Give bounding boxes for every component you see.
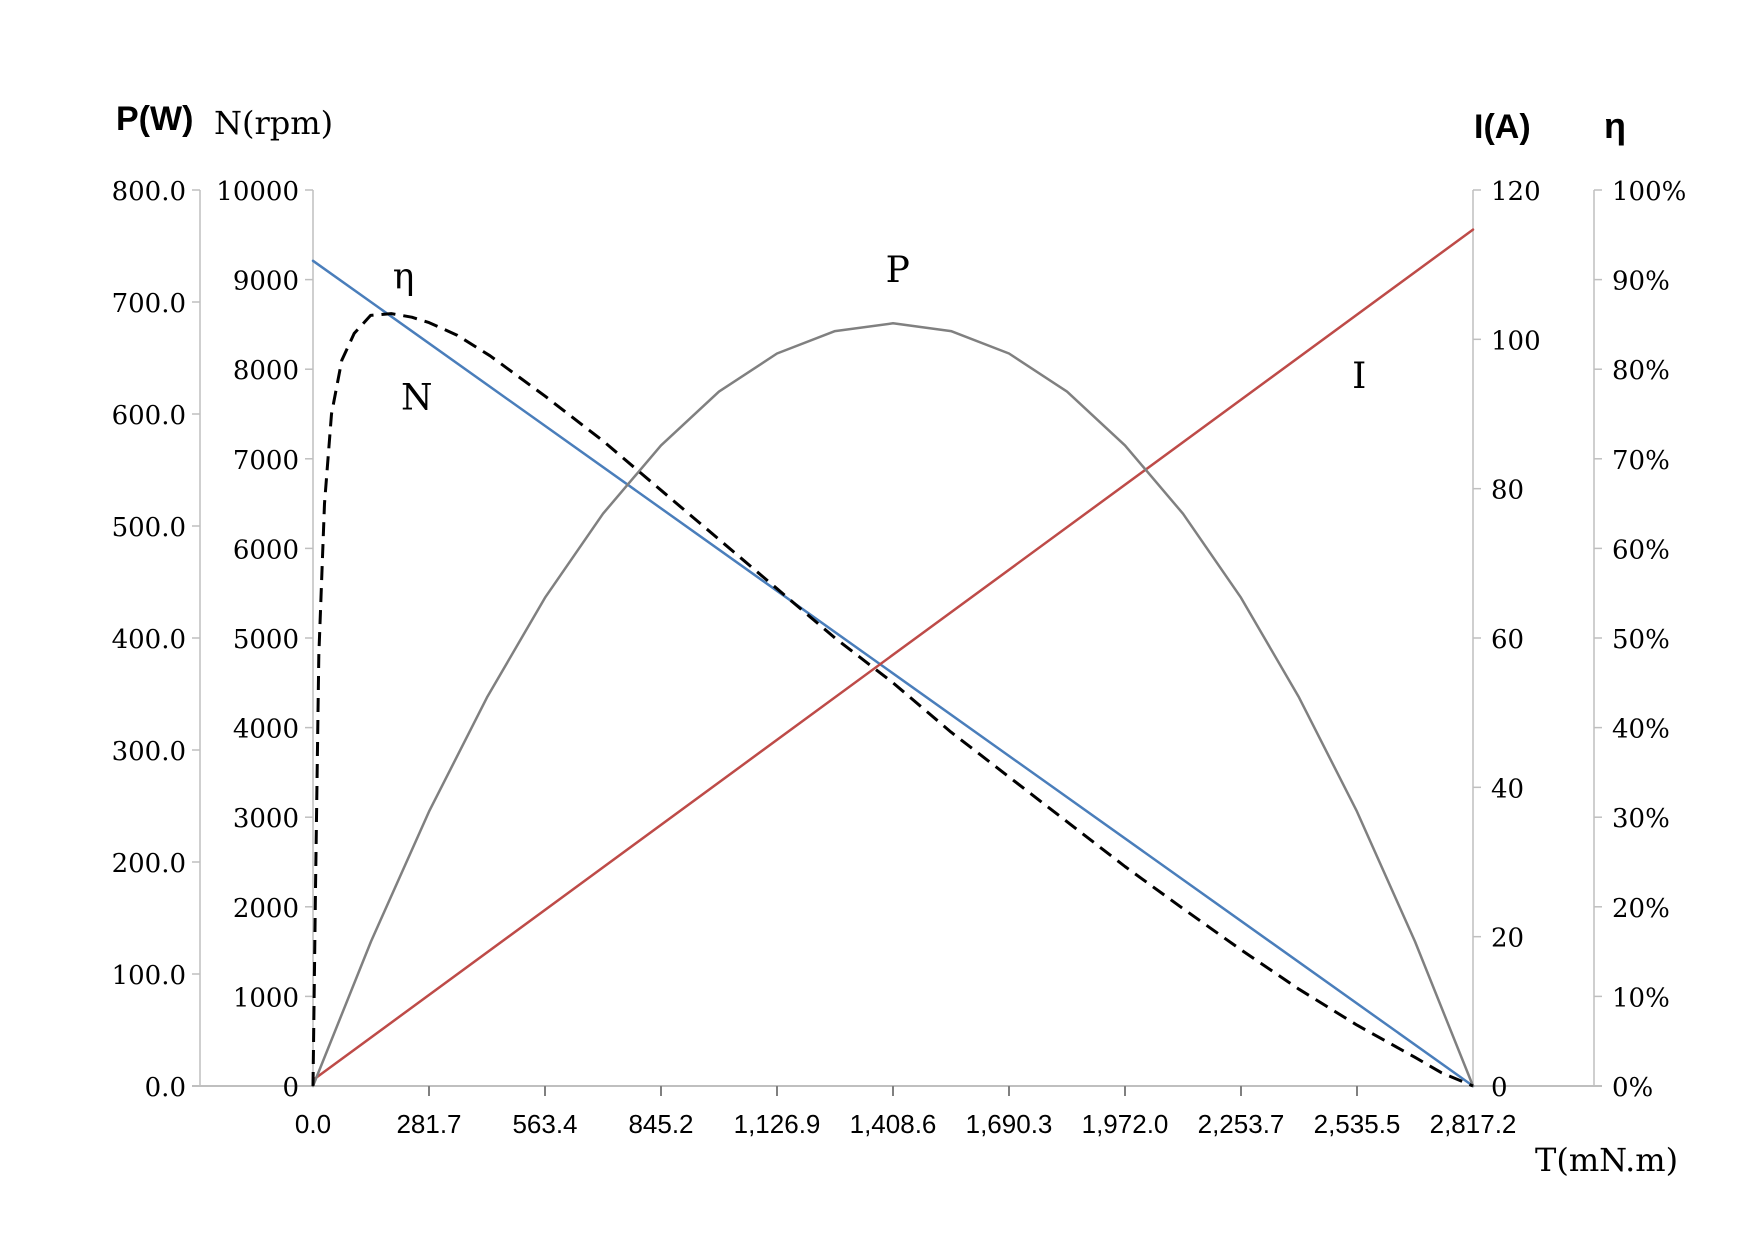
axis-ticks-layer: 0.0100.0200.0300.0400.0500.0600.0700.080… [112, 177, 1687, 1139]
efficiency-axis-tick-label: 10% [1612, 983, 1670, 1013]
current-axis-title: I(A) [1474, 108, 1531, 146]
speed-axis-tick-label: 10000 [216, 177, 299, 207]
efficiency-axis-tick-label: 30% [1612, 804, 1670, 834]
curve-annotation-label: I [1352, 356, 1366, 397]
x-axis-tick-label: 1,408.6 [850, 1109, 937, 1139]
x-axis-tick-label: 563.4 [512, 1109, 577, 1139]
power-axis-tick-label: 0.0 [145, 1073, 186, 1103]
speed-axis-tick-label: 1000 [233, 983, 299, 1013]
series-line-speed [311, 259, 1475, 1088]
x-axis-tick-label: 281.7 [396, 1109, 461, 1139]
speed-axis-tick-label: 7000 [233, 446, 299, 476]
power-axis-tick-label: 100.0 [112, 961, 186, 991]
speed-axis-tick-label: 6000 [233, 535, 299, 565]
efficiency-axis-tick-label: 80% [1612, 356, 1670, 386]
torque-axis-title: T(mN.m) [1535, 1141, 1678, 1179]
annotation-layer: η N P I [393, 250, 1367, 419]
power-axis-title: P(W) [116, 100, 193, 138]
speed-axis-tick-label: 0 [282, 1073, 299, 1103]
speed-axis-tick-label: 2000 [233, 894, 299, 924]
x-axis-tick-label: 2,817.2 [1430, 1109, 1517, 1139]
x-axis-tick-label: 1,690.3 [966, 1109, 1053, 1139]
x-axis-tick-label: 2,253.7 [1198, 1109, 1285, 1139]
x-axis-tick-label: 1,972.0 [1082, 1109, 1169, 1139]
power-axis-tick-label: 200.0 [112, 849, 186, 879]
curve-annotation-label: η [393, 257, 415, 298]
power-axis-tick-label: 500.0 [112, 513, 186, 543]
current-axis-tick-label: 0 [1491, 1073, 1508, 1103]
speed-axis-tick-label: 9000 [233, 267, 299, 297]
power-axis-tick-label: 800.0 [112, 177, 186, 207]
speed-axis-tick-label: 5000 [233, 625, 299, 655]
curve-annotation-label: N [401, 378, 433, 419]
speed-axis-tick-label: 8000 [233, 356, 299, 386]
efficiency-axis-tick-label: 40% [1612, 715, 1670, 745]
x-axis-tick-label: 845.2 [628, 1109, 693, 1139]
efficiency-axis-title: η [1604, 105, 1626, 146]
current-axis-tick-label: 60 [1491, 625, 1524, 655]
current-axis-tick-label: 80 [1491, 476, 1524, 506]
efficiency-axis-tick-label: 50% [1612, 625, 1670, 655]
series-layer [311, 228, 1475, 1088]
x-axis-tick-label: 1,126.9 [734, 1109, 821, 1139]
power-axis-tick-label: 700.0 [112, 289, 186, 319]
current-axis-tick-label: 100 [1491, 326, 1541, 356]
x-axis-tick-label: 2,535.5 [1314, 1109, 1401, 1139]
efficiency-axis-tick-label: 70% [1612, 446, 1670, 476]
speed-axis-tick-label: 4000 [233, 715, 299, 745]
series-line-current [311, 228, 1475, 1082]
series-line-power [311, 322, 1475, 1088]
current-axis-tick-label: 120 [1491, 177, 1541, 207]
power-axis-tick-label: 400.0 [112, 625, 186, 655]
efficiency-axis-tick-label: 60% [1612, 535, 1670, 565]
speed-axis-title: N(rpm) [214, 104, 333, 142]
current-axis-tick-label: 20 [1491, 924, 1524, 954]
efficiency-axis-tick-label: 0% [1612, 1073, 1653, 1103]
curve-annotation-label: P [886, 250, 910, 291]
speed-axis-tick-label: 3000 [233, 804, 299, 834]
x-axis-tick-label: 0.0 [295, 1109, 331, 1139]
efficiency-axis-tick-label: 90% [1612, 267, 1670, 297]
efficiency-axis-tick-label: 20% [1612, 894, 1670, 924]
series-line-efficiency [311, 312, 1474, 1088]
power-axis-tick-label: 600.0 [112, 401, 186, 431]
current-axis-tick-label: 40 [1491, 774, 1524, 804]
efficiency-axis-tick-label: 100% [1612, 177, 1686, 207]
power-axis-tick-label: 300.0 [112, 737, 186, 767]
